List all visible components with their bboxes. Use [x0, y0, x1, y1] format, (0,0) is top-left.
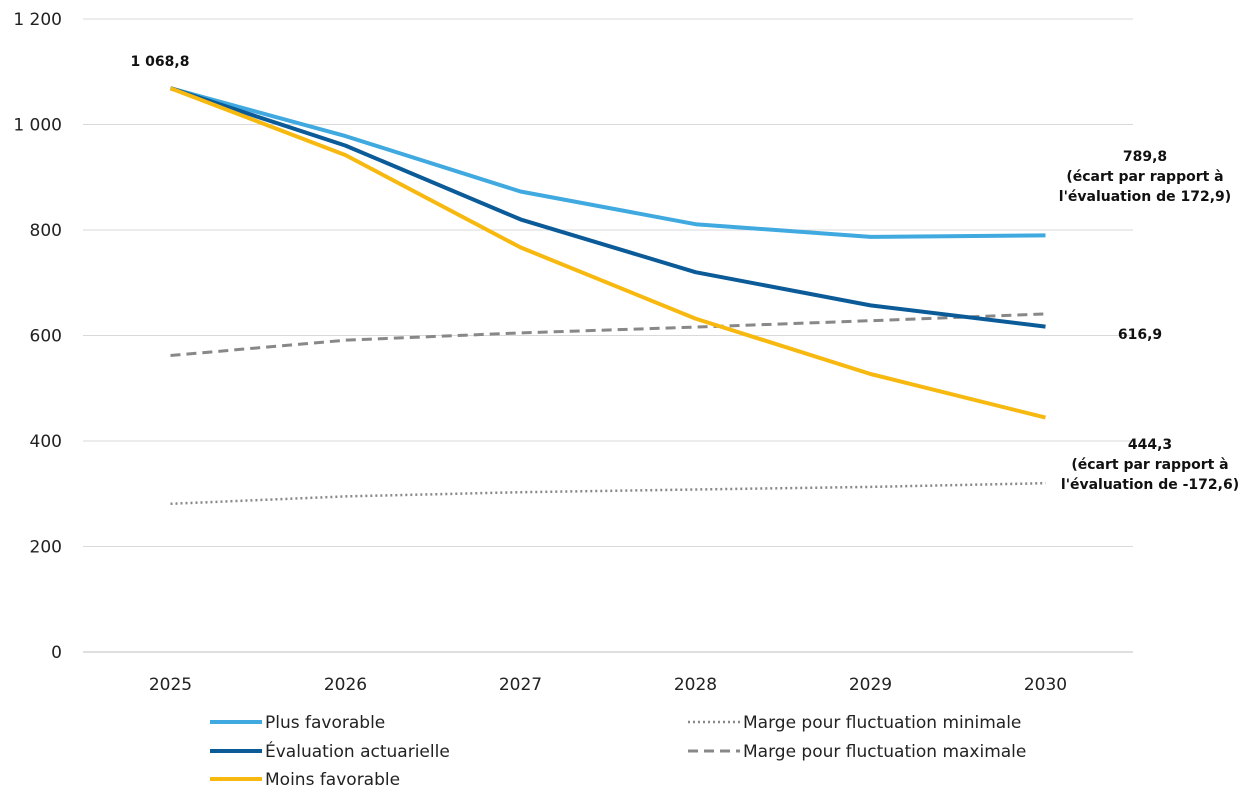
series-line-2 [169, 86, 1046, 420]
annotations: 1 068,8 789,8 (écart par rapport à l'évalua… [131, 54, 1240, 493]
gridlines [83, 18, 1133, 653]
y-tick-label: 200 [30, 538, 62, 558]
data-label: 1 068,8 [131, 54, 190, 70]
series-line-4 [170, 312, 1046, 357]
legend-label: Moins favorable [265, 770, 400, 790]
legend: Plus favorable Évaluation actuarielle Moin… [210, 713, 1026, 790]
series-line-1 [169, 86, 1046, 329]
x-tick-label: 2028 [674, 675, 717, 695]
x-tick-label: 2027 [499, 675, 542, 695]
series-lines [169, 86, 1046, 506]
x-tick-label: 2029 [849, 675, 892, 695]
legend-label: Évaluation actuarielle [265, 740, 450, 762]
y-tick-label: 1 000 [13, 116, 62, 136]
y-axis-ticks: 0 200 400 600 800 1 000 1 200 [13, 10, 62, 663]
legend-label: Plus favorable [265, 713, 385, 733]
x-tick-label: 2030 [1024, 675, 1067, 695]
y-tick-label: 800 [30, 221, 62, 241]
y-tick-label: 0 [51, 643, 62, 663]
x-axis-ticks: 2025 2026 2027 2028 2029 2030 [149, 675, 1067, 695]
y-tick-label: 1 200 [13, 10, 62, 30]
y-tick-label: 400 [30, 432, 62, 452]
x-tick-label: 2025 [149, 675, 192, 695]
legend-label: Marge pour fluctuation minimale [743, 713, 1021, 733]
series-line-0 [169, 86, 1046, 239]
data-label: 616,9 [1118, 327, 1162, 343]
legend-label: Marge pour fluctuation maximale [743, 742, 1026, 762]
x-tick-label: 2026 [324, 675, 367, 695]
data-label: 444,3 (écart par rapport à l'évaluation de… [1061, 437, 1239, 493]
y-tick-label: 600 [30, 327, 62, 347]
series-line-3 [170, 481, 1046, 506]
data-label: 789,8 (écart par rapport à l'évaluation de… [1059, 149, 1231, 205]
